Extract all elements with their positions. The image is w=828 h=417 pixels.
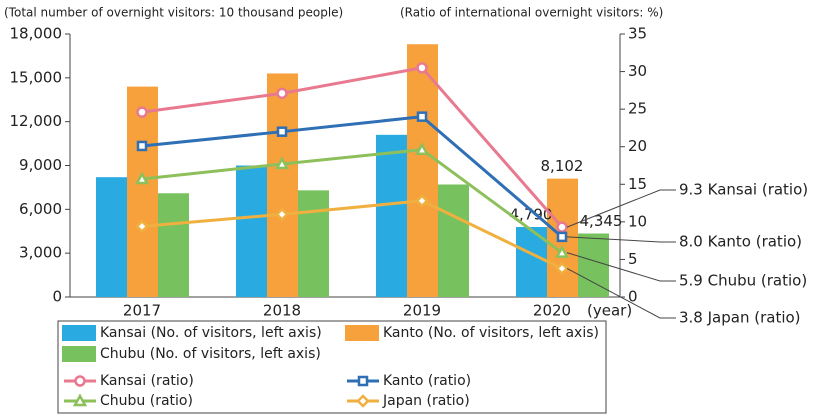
- bar: [438, 184, 469, 297]
- legend-swatch: [345, 325, 379, 341]
- x-tick-label: 2020: [533, 302, 571, 320]
- leader-line: [566, 236, 676, 243]
- legend-label: Kansai (ratio): [100, 373, 194, 389]
- legend-swatch: [62, 346, 96, 362]
- annotation: 5.9 Chubu (ratio): [679, 272, 807, 290]
- y-axis-label: (Total number of overnight visitors: 10 …: [4, 6, 343, 20]
- marker: [136, 106, 148, 118]
- legend-swatch: [62, 325, 96, 341]
- legend-marker: [74, 375, 86, 387]
- legend-marker: [356, 394, 370, 408]
- legend-label: Kanto (No. of visitors, left axis): [383, 325, 599, 341]
- marker: [416, 62, 428, 74]
- bar: [158, 193, 189, 297]
- marker: [556, 221, 568, 233]
- bar: [376, 134, 407, 297]
- marker: [554, 245, 570, 258]
- y-tick-label: 3,000: [19, 244, 62, 262]
- leader-line: [566, 268, 676, 319]
- y2-tick-label: 30: [628, 62, 647, 80]
- x-tick-label: 2019: [403, 302, 441, 320]
- y2-axis-label: (Ratio of international overnight visito…: [400, 6, 663, 20]
- leader-line: [566, 189, 676, 228]
- data-label: 4,345: [580, 212, 623, 230]
- marker: [555, 261, 569, 276]
- legend-label: Kansai (No. of visitors, left axis): [100, 325, 322, 341]
- annotation: 9.3 Kansai (ratio): [679, 181, 808, 199]
- marker: [274, 156, 290, 170]
- y2-tick-label: 20: [628, 137, 647, 155]
- legend-label: Kanto (ratio): [383, 373, 471, 389]
- legend-label: Chubu (ratio): [100, 393, 193, 409]
- marker: [414, 142, 430, 155]
- bar: [298, 190, 329, 297]
- line: [141, 148, 563, 254]
- annotation: 8.0 Kanto (ratio): [679, 233, 802, 251]
- x-tick-label: 2018: [263, 302, 301, 320]
- marker: [134, 171, 150, 185]
- y2-tick-label: 15: [628, 175, 647, 193]
- bar: [127, 86, 158, 297]
- line: [141, 115, 563, 239]
- legend-label: Japan (ratio): [382, 393, 470, 409]
- y2-tick-label: 25: [628, 100, 647, 118]
- x-tick-label: 2017: [123, 302, 161, 320]
- y-tick-label: 15,000: [10, 68, 63, 86]
- y-tick-label: 6,000: [19, 200, 62, 218]
- bar: [267, 73, 298, 297]
- legend-marker: [72, 393, 88, 407]
- bar: [236, 165, 267, 297]
- data-label: 8,102: [541, 157, 584, 175]
- bar: [96, 177, 127, 297]
- marker: [275, 207, 289, 222]
- legend-box: [57, 320, 607, 414]
- y-tick-label: 9,000: [19, 156, 62, 174]
- y-tick-label: 18,000: [10, 25, 63, 43]
- y2-tick-label: 10: [628, 212, 647, 230]
- leader-line: [566, 252, 676, 282]
- marker: [276, 126, 288, 137]
- bar: [578, 233, 609, 297]
- marker: [136, 140, 148, 152]
- y2-tick-label: 35: [628, 25, 647, 43]
- y2-tick-label: 5: [628, 250, 638, 268]
- line: [141, 199, 563, 270]
- y-tick-label: 12,000: [10, 112, 63, 130]
- line: [141, 66, 564, 229]
- annotation: 3.8 Japan (ratio): [679, 309, 801, 327]
- marker: [556, 231, 568, 243]
- x-axis-label: (year): [587, 302, 632, 320]
- marker: [416, 111, 428, 122]
- y-tick-label: 0: [52, 288, 62, 306]
- bar: [407, 44, 438, 297]
- marker: [135, 219, 149, 234]
- marker: [276, 87, 288, 100]
- marker: [415, 194, 429, 208]
- y2-tick-label: 0: [628, 288, 638, 306]
- legend-label: Chubu (No. of visitors, left axis): [100, 346, 321, 362]
- legend-marker: [357, 375, 369, 387]
